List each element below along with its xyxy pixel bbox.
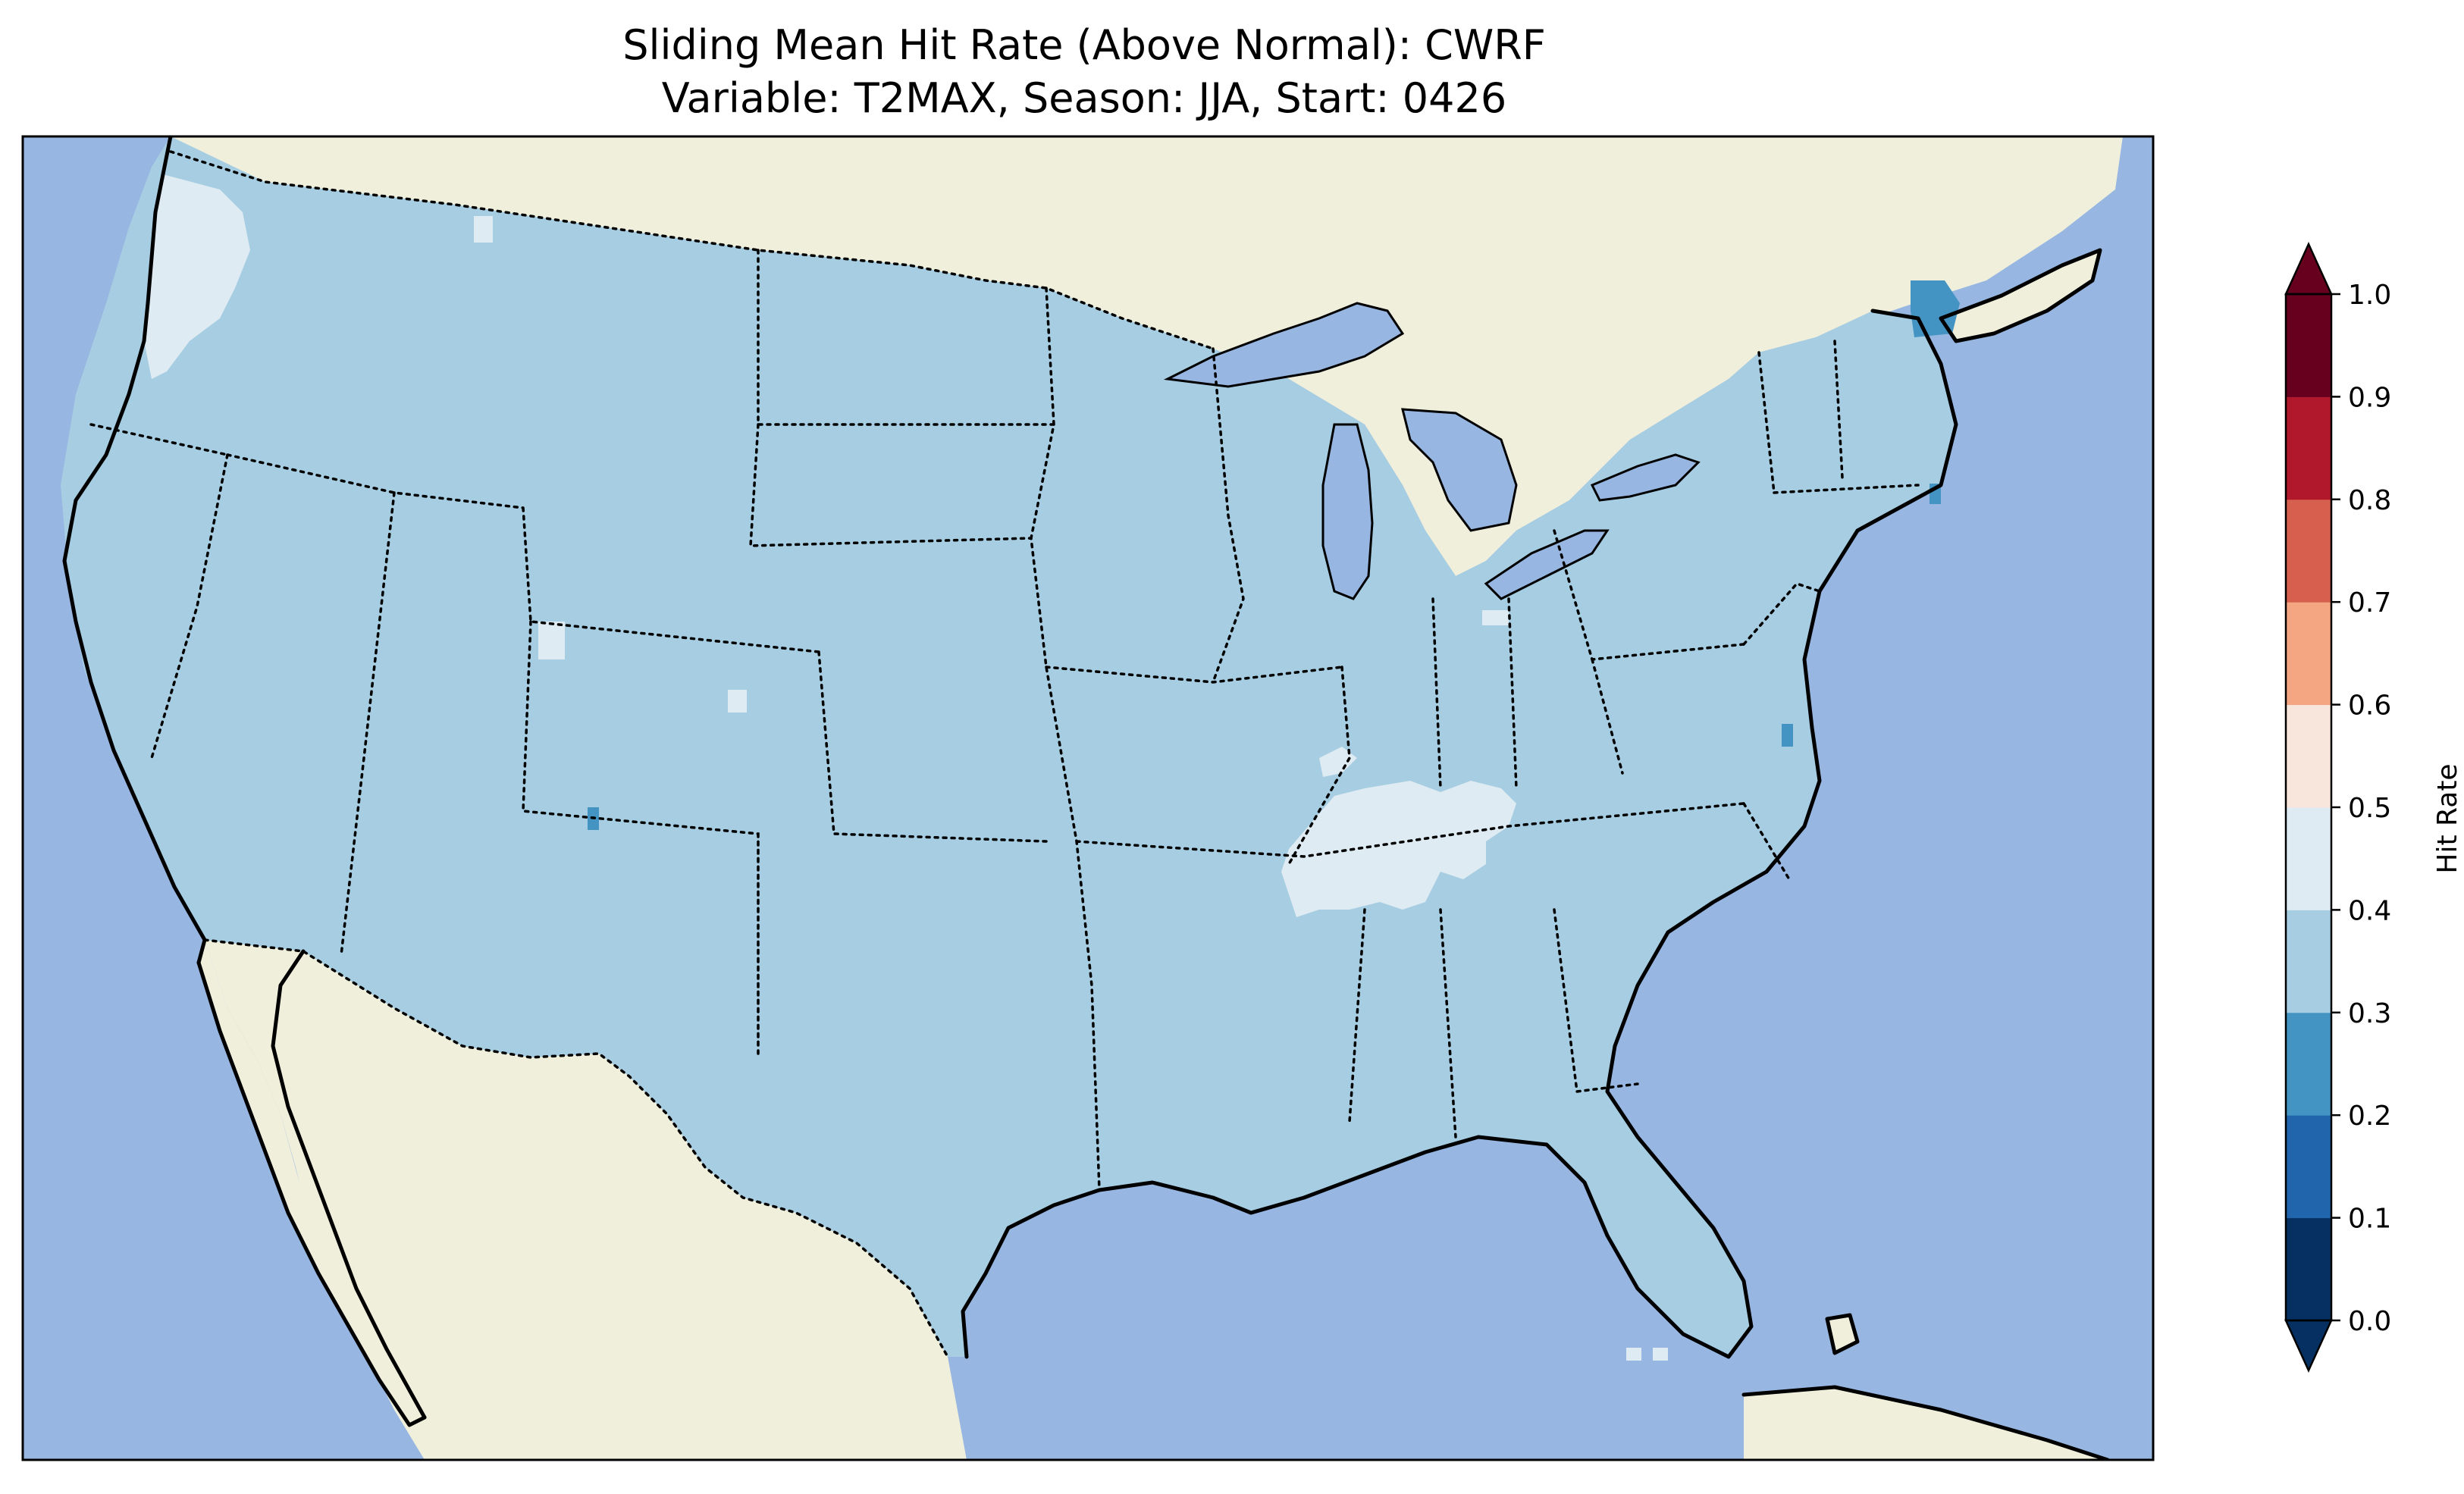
great-lakes [1163, 302, 1701, 600]
colorbar-segment [2286, 1217, 2331, 1321]
colorbar-tick-label: 0.2 [2348, 1101, 2391, 1132]
colorbar-segment [2286, 499, 2331, 603]
colorbar-tick-label: 1.0 [2348, 280, 2391, 311]
colorbar-tick-label: 0.4 [2348, 895, 2391, 926]
patch-gulf-speck-2 [1653, 1348, 1668, 1361]
colorbar-over-extend [2284, 241, 2333, 296]
patch-eastern-maine [1911, 280, 1960, 337]
lake-superior [1163, 302, 1405, 388]
hit-rate-field-conus [61, 136, 1956, 1357]
patch-chesapeake [1782, 724, 1793, 747]
patch-gulf-speck-1 [1626, 1348, 1641, 1361]
colorbar-segment [2286, 807, 2331, 910]
land-areas [171, 136, 2123, 1460]
lake-michigan [1321, 423, 1374, 600]
coastline-cuba [1741, 1385, 2110, 1460]
map-panel [23, 136, 2153, 1460]
lake-huron [1401, 408, 1518, 532]
colorbar-tick-label: 0.9 [2348, 382, 2391, 413]
coastlines [62, 136, 2110, 1460]
patch-montana-speck [474, 216, 493, 243]
border-state-lines-west [89, 423, 1048, 1055]
coastline-pacific [62, 136, 207, 965]
colorbar-tick-label: 0.3 [2348, 998, 2391, 1029]
land-nova-scotia [1941, 250, 2100, 341]
colorbar-tick-label: 0.5 [2348, 793, 2391, 824]
border-us-mexico [203, 938, 949, 1358]
colorbar-tick-label: 0.8 [2348, 485, 2391, 516]
patch-colorado-speck [728, 690, 747, 713]
colorbar-segment [2286, 396, 2331, 500]
hit-rate-patches-0.2-0.3 [588, 280, 1960, 830]
patch-northern-kentucky [1319, 747, 1357, 777]
colorbar-segment [2286, 704, 2331, 808]
colorbar-segment [2286, 910, 2331, 1013]
land-canada [171, 136, 2123, 576]
coastline-gulf-of-california [271, 949, 427, 1420]
coastline-baja-west [196, 960, 427, 1427]
lake-erie [1484, 529, 1610, 600]
coastline-bahamas [1825, 1313, 1860, 1355]
land-baja [199, 940, 425, 1425]
patch-tennessee-kentucky [1281, 781, 1516, 917]
land-mexico [205, 940, 967, 1460]
colorbar-segment [2286, 602, 2331, 706]
border-state-lines-east [1212, 347, 1791, 1139]
land-cuba [1744, 1387, 2108, 1460]
colorbar-segment [2286, 294, 2331, 397]
coastline-nova-scotia [1939, 248, 2102, 343]
colorbar-segment [2286, 1115, 2331, 1219]
hit-rate-patches-0.4-0.5 [144, 174, 1668, 1361]
map-title-line-1: Sliding Mean Hit Rate (Above Normal): CW… [622, 21, 1546, 69]
lake-ontario [1590, 453, 1701, 502]
patch-pacific-northwest [144, 174, 250, 379]
map-frame [21, 135, 2155, 1461]
colorbar-tick-label: 0.0 [2348, 1306, 2391, 1337]
colorbar-segment [2286, 1012, 2331, 1116]
border-us-canada [169, 150, 1215, 350]
colorbar-tick-label: 0.7 [2348, 587, 2391, 619]
coastline-gulf-mexico [961, 309, 1958, 1359]
border-state-lines-central [749, 249, 1745, 1192]
colorbar-label: Hit Rate [2432, 763, 2463, 873]
patch-wyoming-speck [538, 622, 565, 659]
borders [89, 150, 1920, 1358]
colorbar: 0.0 0.1 0.2 0.3 0.4 0.5 0.6 0.7 0.8 0.9 1.0 [2284, 241, 2391, 1373]
colorbar-tick-label: 0.1 [2348, 1204, 2391, 1235]
patch-ohio-speck [1482, 610, 1509, 625]
map-title-line-2: Variable: T2MAX, Season: JJA, Start: 042… [662, 74, 1506, 122]
colorbar-under-extend [2284, 1319, 2333, 1373]
border-state-lines-northeast [1742, 340, 1920, 646]
colorbar-tick-label: 0.6 [2348, 691, 2391, 722]
